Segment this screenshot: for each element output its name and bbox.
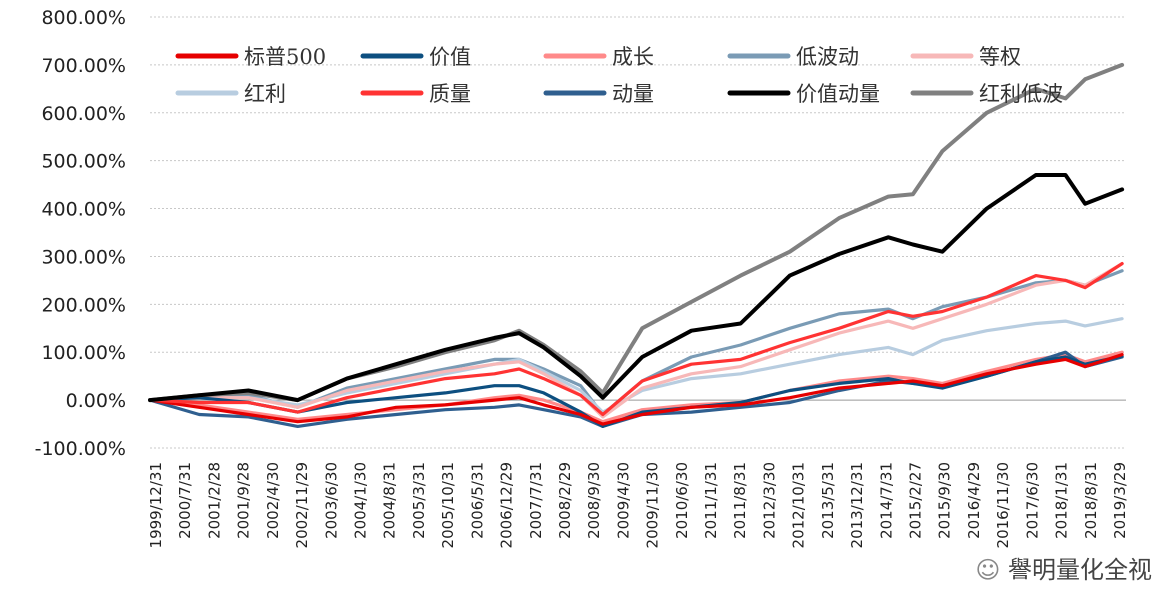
x-tick-label: 2002/11/29 <box>293 462 311 548</box>
x-tick-label: 2016/11/30 <box>994 462 1012 548</box>
x-tick-label: 2001/2/28 <box>205 462 223 539</box>
x-tick-label: 2008/9/30 <box>585 462 603 539</box>
series-line-10 <box>148 62 1125 403</box>
y-tick-label: 700.00% <box>41 55 126 77</box>
y-tick-label: 200.00% <box>41 294 126 316</box>
wechat-icon: ☺ <box>975 556 1001 584</box>
x-tick-label: 2019/3/29 <box>1111 462 1129 539</box>
x-tick-label: 2013/12/31 <box>848 462 866 548</box>
legend-label: 价值 <box>429 45 471 69</box>
x-tick-label: 2008/2/29 <box>556 462 574 539</box>
y-axis: -100.00% 0.00% 100.00% 200.00% 300.00% 400.00… <box>35 7 126 460</box>
x-tick-label: 2006/12/29 <box>498 462 516 548</box>
grid-lines <box>150 16 1126 449</box>
y-tick-label: 400.00% <box>41 199 126 221</box>
x-tick-label: 2001/9/28 <box>235 462 253 539</box>
x-axis: 1999/12/31 2000/7/31 2001/2/28 2001/9/28 200… <box>147 462 1129 548</box>
legend-label: 价值动量 <box>796 82 880 106</box>
x-tick-label: 2010/6/30 <box>673 462 691 539</box>
series-line-2 <box>148 354 1124 428</box>
x-tick-label: 2005/3/31 <box>410 462 428 539</box>
x-tick-label: 2016/4/29 <box>965 462 983 539</box>
watermark-text: 譽明量化全视 <box>1008 556 1152 584</box>
y-tick-label: 100.00% <box>41 342 126 364</box>
x-tick-label: 2017/6/30 <box>1023 462 1041 539</box>
legend-label: 动量 <box>612 82 654 106</box>
y-tick-label: 500.00% <box>41 151 126 173</box>
x-tick-label: 2009/4/30 <box>614 462 632 539</box>
series-line-3 <box>148 350 1124 424</box>
y-tick-label: -100.00% <box>35 438 126 460</box>
x-tick-label: 2012/10/31 <box>790 462 808 548</box>
x-tick-label: 2012/3/30 <box>760 462 778 539</box>
y-tick-label: 800.00% <box>41 7 126 29</box>
series-line-7 <box>148 262 1124 417</box>
series-line-5 <box>148 262 1124 419</box>
series-line-9 <box>148 173 1125 403</box>
x-tick-label: 2018/8/31 <box>1082 462 1100 539</box>
legend-label: 等权 <box>979 45 1021 69</box>
x-tick-label: 2014/7/31 <box>877 462 895 539</box>
legend-label: 红利低波 <box>979 82 1063 106</box>
x-tick-label: 2007/7/31 <box>527 462 545 539</box>
series-line-1 <box>148 353 1124 426</box>
y-tick-label: 600.00% <box>41 103 126 125</box>
watermark: ☺ 譽明量化全视 <box>975 550 1152 585</box>
legend-label: 成长 <box>612 45 654 69</box>
series-line-6 <box>148 317 1124 414</box>
x-tick-label: 2018/1/31 <box>1053 462 1071 539</box>
legend-label: 低波动 <box>796 45 859 69</box>
legend-label: 红利 <box>244 82 286 106</box>
y-tick-label: 300.00% <box>41 246 126 268</box>
x-tick-label: 2002/4/30 <box>264 462 282 539</box>
x-tick-label: 2003/6/30 <box>322 462 340 539</box>
x-tick-label: 2015/9/30 <box>936 462 954 539</box>
x-tick-label: 2015/2/27 <box>907 462 925 539</box>
x-tick-label: 2000/7/31 <box>176 462 194 539</box>
x-tick-label: 2009/11/30 <box>644 462 662 548</box>
series-lines <box>148 62 1125 428</box>
x-tick-label: 2011/1/31 <box>702 462 720 539</box>
x-tick-label: 1999/12/31 <box>147 462 165 548</box>
x-tick-label: 2005/10/31 <box>439 462 457 548</box>
x-tick-label: 2004/8/31 <box>381 462 399 539</box>
x-tick-label: 2013/5/31 <box>819 462 837 539</box>
x-tick-label: 2004/1/30 <box>351 462 369 539</box>
legend-label: 质量 <box>429 82 471 106</box>
legend-label: 标普500 <box>244 45 326 69</box>
x-tick-label: 2011/8/31 <box>731 462 749 539</box>
y-tick-label: 0.00% <box>66 390 126 412</box>
x-tick-label: 2006/5/31 <box>468 462 486 539</box>
